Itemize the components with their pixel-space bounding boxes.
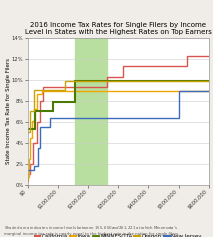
Iowa	[36, 108, 39, 111]
Line: California: California	[28, 56, 209, 174]
MINNESOTA	[34, 109, 37, 112]
California	[36, 141, 38, 144]
New Jersey	[39, 125, 41, 128]
California	[121, 75, 124, 78]
California	[39, 100, 41, 102]
California	[36, 120, 38, 123]
Iowa	[41, 89, 43, 92]
Iowa	[27, 176, 29, 179]
Oregon	[33, 110, 35, 113]
MINNESOTA	[26, 127, 29, 130]
California	[121, 65, 124, 68]
MINNESOTA	[34, 127, 37, 130]
MINNESOTA	[74, 80, 76, 83]
Iowa	[207, 89, 210, 92]
Y-axis label: State Income Tax Rate for Single Filers: State Income Tax Rate for Single Filers	[6, 58, 10, 164]
Title: 2016 Income Tax Rates for Single Filers by Income
Level in States with the Highe: 2016 Income Tax Rates for Single Filers …	[25, 22, 212, 35]
New Jersey	[177, 117, 180, 119]
Oregon	[26, 131, 29, 134]
Iowa	[41, 93, 43, 96]
Iowa	[27, 180, 29, 182]
California	[42, 100, 45, 102]
Iowa	[33, 119, 36, 122]
MINNESOTA	[207, 80, 210, 83]
Iowa	[27, 158, 30, 161]
Line: MINNESOTA: MINNESOTA	[28, 82, 209, 129]
MINNESOTA	[52, 101, 54, 104]
California	[32, 162, 35, 165]
New Jersey	[37, 165, 40, 168]
Oregon	[33, 89, 35, 92]
Iowa	[47, 89, 50, 92]
Bar	[75, 38, 106, 185]
New Jersey	[37, 147, 40, 150]
New Jersey	[177, 89, 180, 92]
Iowa	[27, 176, 30, 179]
Legend: California, Iowa, MINNESOTA, Oregon, New Jersey: California, Iowa, MINNESOTA, Oregon, New…	[32, 232, 204, 237]
Line: Iowa: Iowa	[28, 91, 209, 181]
California	[185, 54, 188, 57]
Text: Shaded area indicates income levels between $155,650 and $261,221 at which Minne: Shaded area indicates income levels betw…	[4, 224, 180, 236]
New Jersey	[32, 169, 35, 172]
Iowa	[33, 108, 36, 111]
New Jersey	[26, 169, 29, 172]
Oregon	[64, 80, 67, 82]
California	[29, 173, 31, 176]
Oregon	[64, 89, 67, 92]
Oregon	[207, 80, 210, 82]
California	[185, 65, 188, 68]
New Jersey	[49, 117, 52, 119]
California	[106, 75, 108, 78]
California	[26, 173, 29, 176]
Iowa	[31, 136, 33, 139]
California	[42, 86, 45, 89]
Iowa	[36, 93, 39, 96]
California	[39, 120, 41, 123]
Iowa	[28, 136, 31, 139]
Oregon	[29, 110, 32, 113]
Oregon	[29, 131, 32, 134]
New Jersey	[39, 147, 41, 150]
New Jersey	[49, 125, 52, 128]
Line: Oregon: Oregon	[28, 81, 209, 132]
Iowa	[26, 180, 29, 182]
Iowa	[47, 89, 50, 92]
Iowa	[28, 158, 31, 161]
Iowa	[31, 119, 33, 122]
MINNESOTA	[74, 101, 76, 104]
California	[32, 141, 35, 144]
California	[207, 54, 210, 57]
California	[29, 162, 31, 165]
New Jersey	[207, 89, 210, 92]
New Jersey	[32, 165, 35, 168]
MINNESOTA	[52, 109, 54, 112]
Line: New Jersey: New Jersey	[28, 91, 209, 170]
California	[106, 86, 108, 89]
